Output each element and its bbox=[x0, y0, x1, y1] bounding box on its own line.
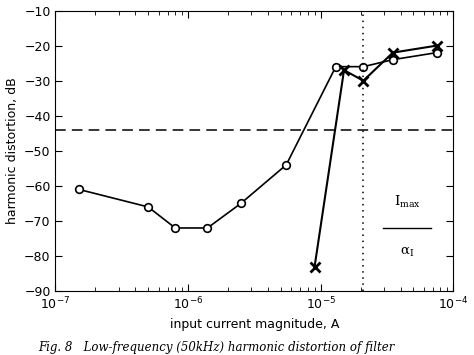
Text: $\mathregular{\alpha_I}$: $\mathregular{\alpha_I}$ bbox=[400, 246, 414, 258]
X-axis label: input current magnitude, A: input current magnitude, A bbox=[170, 318, 339, 331]
Text: Fig. 8   Low-frequency (50kHz) harmonic distortion of filter: Fig. 8 Low-frequency (50kHz) harmonic di… bbox=[38, 342, 394, 354]
Y-axis label: harmonic distortion, dB: harmonic distortion, dB bbox=[6, 77, 18, 224]
Text: $\mathregular{I_{max}}$: $\mathregular{I_{max}}$ bbox=[394, 194, 421, 211]
